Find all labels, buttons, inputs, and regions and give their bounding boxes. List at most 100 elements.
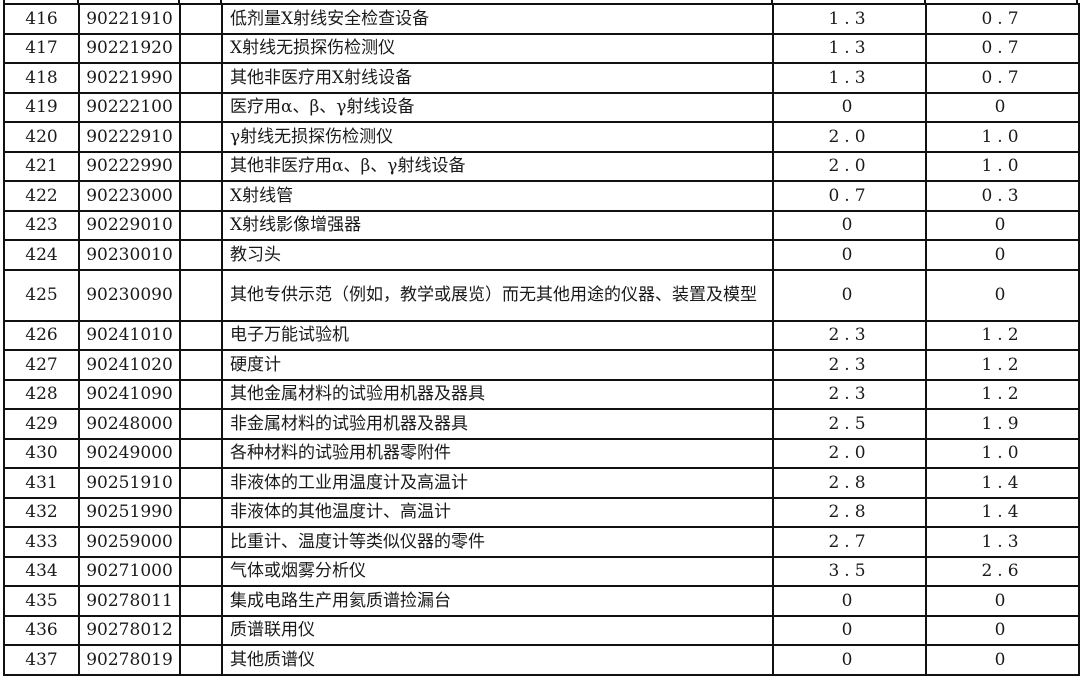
value-2: 0 — [925, 644, 1080, 676]
value-2: 1.3 — [925, 526, 1080, 558]
value-2: 0 — [925, 614, 1080, 646]
row-number: 423 — [3, 209, 80, 241]
value-2: 1.2 — [925, 349, 1080, 381]
value-2: 1.0 — [925, 121, 1080, 153]
table-row: 436 90278012 质谱联用仪 0 0 — [3, 614, 1080, 646]
table-row: 435 90278011 集成电路生产用氦质谱捡漏台 0 0 — [3, 585, 1080, 617]
empty-cell — [179, 91, 223, 123]
hs-code: 90241010 — [78, 319, 181, 351]
item-name: 非液体的工业用温度计及高温计 — [221, 467, 774, 499]
hs-code: 90222990 — [78, 150, 181, 182]
value-1: 1.3 — [772, 32, 927, 64]
value-2: 1.2 — [925, 378, 1080, 410]
item-name: X射线无损探伤检测仪 — [221, 32, 774, 64]
value-2: 0.7 — [925, 3, 1080, 35]
hs-code: 90221910 — [78, 3, 181, 35]
table-row: 426 90241010 电子万能试验机 2.3 1.2 — [3, 319, 1080, 351]
empty-cell — [179, 467, 223, 499]
value-1: 0 — [772, 614, 927, 646]
value-2: 2.6 — [925, 555, 1080, 587]
hs-code: 90230010 — [78, 239, 181, 271]
value-1: 0.7 — [772, 180, 927, 212]
hs-code: 90278011 — [78, 585, 181, 617]
value-2: 1.4 — [925, 467, 1080, 499]
hs-code: 90251910 — [78, 467, 181, 499]
item-name: X射线影像增强器 — [221, 209, 774, 241]
value-1: 2.3 — [772, 349, 927, 381]
item-name: 硬度计 — [221, 349, 774, 381]
empty-cell — [179, 437, 223, 469]
item-name: 气体或烟雾分析仪 — [221, 555, 774, 587]
hs-code: 90249000 — [78, 437, 181, 469]
value-1: 1.3 — [772, 62, 927, 94]
table-row: 432 90251990 非液体的其他温度计、高温计 2.8 1.4 — [3, 496, 1080, 528]
item-name: 其他质谱仪 — [221, 644, 774, 676]
value-2: 1.0 — [925, 437, 1080, 469]
table-row: 437 90278019 其他质谱仪 0 0 — [3, 644, 1080, 676]
table-row: 419 90222100 医疗用α、β、γ射线设备 0 0 — [3, 91, 1080, 123]
hs-code: 90222100 — [78, 91, 181, 123]
value-1: 2.7 — [772, 526, 927, 558]
empty-cell — [179, 180, 223, 212]
value-1: 2.0 — [772, 150, 927, 182]
hs-code: 90229010 — [78, 209, 181, 241]
empty-cell — [179, 349, 223, 381]
empty-cell — [179, 526, 223, 558]
item-name: 教习头 — [221, 239, 774, 271]
row-number: 436 — [3, 614, 80, 646]
value-1: 2.0 — [772, 121, 927, 153]
table-row: 416 90221910 低剂量X射线安全检查设备 1.3 0.7 — [3, 3, 1080, 35]
tariff-table: 416 90221910 低剂量X射线安全检查设备 1.3 0.7 417 90221920… — [3, 3, 1080, 676]
hs-code: 90271000 — [78, 555, 181, 587]
value-1: 0 — [772, 268, 927, 322]
empty-cell — [179, 32, 223, 64]
table-row: 420 90222910 γ射线无损探伤检测仪 2.0 1.0 — [3, 121, 1080, 153]
value-2: 0.3 — [925, 180, 1080, 212]
row-number: 419 — [3, 91, 80, 123]
hs-code: 90221990 — [78, 62, 181, 94]
value-1: 0 — [772, 644, 927, 676]
empty-cell — [179, 614, 223, 646]
empty-cell — [179, 319, 223, 351]
empty-cell — [179, 239, 223, 271]
item-name: γ射线无损探伤检测仪 — [221, 121, 774, 153]
table-body: 416 90221910 低剂量X射线安全检查设备 1.3 0.7 417 90221920… — [3, 3, 1080, 676]
value-1: 2.5 — [772, 408, 927, 440]
row-number: 417 — [3, 32, 80, 64]
table-row: 423 90229010 X射线影像增强器 0 0 — [3, 209, 1080, 241]
item-name: 其他非医疗用X射线设备 — [221, 62, 774, 94]
hs-code: 90278012 — [78, 614, 181, 646]
value-1: 3.5 — [772, 555, 927, 587]
value-2: 0 — [925, 268, 1080, 322]
value-1: 2.3 — [772, 378, 927, 410]
previous-row-stub — [0, 0, 1080, 3]
row-number: 424 — [3, 239, 80, 271]
item-name: 非金属材料的试验用机器及器具 — [221, 408, 774, 440]
value-2: 1.0 — [925, 150, 1080, 182]
row-number: 416 — [3, 3, 80, 35]
table-row: 431 90251910 非液体的工业用温度计及高温计 2.8 1.4 — [3, 467, 1080, 499]
value-2: 0.7 — [925, 32, 1080, 64]
value-2: 1.2 — [925, 319, 1080, 351]
empty-cell — [179, 209, 223, 241]
row-number: 425 — [3, 268, 80, 322]
hs-code: 90248000 — [78, 408, 181, 440]
empty-cell — [179, 585, 223, 617]
item-name: 电子万能试验机 — [221, 319, 774, 351]
item-name: 非液体的其他温度计、高温计 — [221, 496, 774, 528]
item-name: X射线管 — [221, 180, 774, 212]
empty-cell — [179, 644, 223, 676]
row-number: 418 — [3, 62, 80, 94]
row-number: 434 — [3, 555, 80, 587]
value-2: 0 — [925, 239, 1080, 271]
hs-code: 90221920 — [78, 32, 181, 64]
value-1: 0 — [772, 239, 927, 271]
hs-code: 90241090 — [78, 378, 181, 410]
row-number: 422 — [3, 180, 80, 212]
table-row: 417 90221920 X射线无损探伤检测仪 1.3 0.7 — [3, 32, 1080, 64]
row-number: 427 — [3, 349, 80, 381]
item-name: 比重计、温度计等类似仪器的零件 — [221, 526, 774, 558]
table-row: 427 90241020 硬度计 2.3 1.2 — [3, 349, 1080, 381]
table-row: 418 90221990 其他非医疗用X射线设备 1.3 0.7 — [3, 62, 1080, 94]
row-number: 426 — [3, 319, 80, 351]
